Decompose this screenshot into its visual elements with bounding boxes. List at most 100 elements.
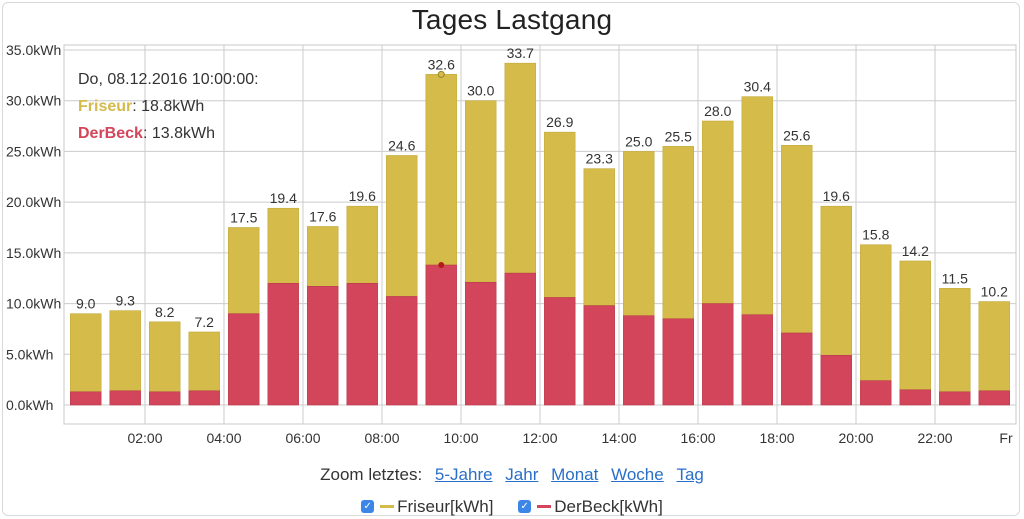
bar-total-label: 25.5 — [665, 128, 692, 144]
y-tick-label: 10.0kWh — [6, 296, 61, 312]
bar-derbeck[interactable] — [978, 390, 1010, 406]
x-tick-label: 04:00 — [206, 430, 241, 446]
bar-friseur[interactable] — [820, 205, 852, 356]
bar-total-label: 19.6 — [349, 188, 376, 204]
y-tick-label: 35.0kWh — [6, 42, 61, 58]
zoom-bar: Zoom letztes: 5-Jahre Jahr Monat Woche T… — [0, 465, 1024, 485]
zoom-link-tag[interactable]: Tag — [676, 465, 704, 484]
bar-total-label: 32.6 — [428, 56, 455, 72]
bar-derbeck[interactable] — [149, 391, 181, 406]
legend-item-friseur[interactable]: ✓ Friseur[kWh] — [361, 497, 493, 517]
zoom-link-monat[interactable]: Monat — [551, 465, 599, 484]
bar-derbeck[interactable] — [228, 313, 260, 406]
bar-derbeck[interactable] — [741, 314, 773, 406]
legend: ✓ Friseur[kWh] ✓ DerBeck[kWh] — [0, 494, 1024, 517]
bar-derbeck[interactable] — [425, 264, 457, 406]
tooltip-line: Friseur: 18.8kWh — [78, 98, 204, 115]
bar-friseur[interactable] — [228, 227, 260, 315]
bar-friseur[interactable] — [346, 205, 378, 284]
bar-friseur[interactable] — [149, 321, 181, 393]
legend-label-derbeck: DerBeck[kWh] — [554, 496, 663, 516]
zoom-link-5-jahre[interactable]: 5-Jahre — [434, 465, 493, 484]
bar-total-label: 8.2 — [155, 304, 175, 320]
bar-friseur[interactable] — [702, 120, 734, 304]
bar-derbeck[interactable] — [465, 281, 497, 406]
bar-friseur[interactable] — [504, 62, 536, 274]
bar-friseur[interactable] — [465, 100, 497, 283]
bar-derbeck[interactable] — [109, 390, 141, 406]
bar-total-label: 17.5 — [230, 210, 257, 226]
bar-total-label: 11.5 — [942, 270, 968, 286]
x-tick-label: 02:00 — [127, 430, 162, 446]
bar-total-label: 33.7 — [507, 45, 534, 61]
x-tick-label: 20:00 — [838, 430, 873, 446]
legend-item-derbeck[interactable]: ✓ DerBeck[kWh] — [518, 497, 663, 517]
bar-derbeck[interactable] — [544, 297, 576, 406]
bar-total-label: 24.6 — [388, 137, 415, 153]
zoom-link-jahr[interactable]: Jahr — [505, 465, 539, 484]
checkbox-friseur[interactable]: ✓ — [361, 500, 375, 513]
bar-derbeck[interactable] — [307, 286, 339, 406]
bar-derbeck[interactable] — [70, 391, 102, 406]
tooltip-series-value: : 18.8kWh — [132, 98, 204, 115]
bar-total-label: 25.6 — [783, 127, 810, 143]
bar-derbeck[interactable] — [188, 390, 220, 406]
bar-total-label: 26.9 — [546, 114, 573, 130]
bar-total-label: 25.0 — [625, 133, 652, 149]
hover-marker-derbeck — [438, 262, 445, 269]
bar-derbeck[interactable] — [860, 380, 892, 406]
bar-friseur[interactable] — [781, 145, 813, 334]
bar-friseur[interactable] — [662, 146, 694, 320]
bar-derbeck[interactable] — [583, 305, 615, 406]
y-tick-label: 20.0kWh — [6, 194, 61, 210]
bar-derbeck[interactable] — [623, 315, 655, 406]
bar-friseur[interactable] — [978, 301, 1010, 392]
legend-label-friseur: Friseur[kWh] — [397, 496, 494, 516]
bar-total-label: 28.0 — [704, 103, 731, 119]
bar-friseur[interactable] — [307, 226, 339, 287]
bar-total-label: 7.2 — [194, 314, 214, 330]
tooltip-header: Do, 08.12.2016 10:00:00: — [78, 71, 259, 88]
bar-derbeck[interactable] — [346, 282, 378, 406]
zoom-link-woche[interactable]: Woche — [611, 465, 664, 484]
bar-total-label: 30.0 — [467, 83, 494, 99]
bar-friseur[interactable] — [623, 151, 655, 317]
bar-derbeck[interactable] — [702, 303, 734, 406]
x-tick-label: 16:00 — [680, 430, 715, 446]
bar-derbeck[interactable] — [267, 282, 299, 406]
bar-derbeck[interactable] — [662, 318, 694, 406]
derbeck-swatch-icon — [537, 505, 552, 508]
bar-total-label: 19.4 — [270, 190, 297, 206]
bar-derbeck[interactable] — [386, 296, 418, 406]
bar-friseur[interactable] — [70, 313, 102, 393]
bar-friseur[interactable] — [583, 168, 615, 306]
bar-friseur[interactable] — [425, 74, 457, 266]
x-tick-label: 18:00 — [759, 430, 794, 446]
bar-derbeck[interactable] — [899, 389, 931, 406]
bar-friseur[interactable] — [386, 155, 418, 297]
friseur-swatch-icon — [380, 505, 395, 508]
bar-friseur[interactable] — [741, 96, 773, 316]
y-tick-label: 25.0kWh — [6, 143, 61, 159]
bar-derbeck[interactable] — [820, 354, 852, 406]
bar-derbeck[interactable] — [504, 272, 536, 406]
bar-total-label: 9.3 — [115, 293, 135, 309]
bar-total-label: 30.4 — [744, 79, 771, 95]
y-tick-label: 5.0kWh — [6, 346, 53, 362]
bar-derbeck[interactable] — [781, 332, 813, 406]
bar-friseur[interactable] — [899, 260, 931, 391]
x-tick-label: 06:00 — [285, 430, 320, 446]
bar-friseur[interactable] — [939, 288, 971, 393]
chart-area[interactable]: 0.0kWh 5.0kWh 10.0kWh 15.0kWh 20.0kWh 25.0kWh… — [0, 0, 1024, 460]
bar-friseur[interactable] — [188, 331, 220, 392]
tooltip-series-name: DerBeck — [78, 125, 143, 142]
bar-friseur[interactable] — [109, 310, 141, 392]
bar-friseur[interactable] — [544, 131, 576, 298]
bar-friseur[interactable] — [267, 207, 299, 284]
checkbox-derbeck[interactable]: ✓ — [518, 500, 532, 513]
bar-friseur[interactable] — [860, 244, 892, 381]
tooltip-line: DerBeck: 13.8kWh — [78, 125, 215, 142]
bar-derbeck[interactable] — [939, 391, 971, 406]
chart-title: Tages Lastgang — [411, 4, 613, 35]
